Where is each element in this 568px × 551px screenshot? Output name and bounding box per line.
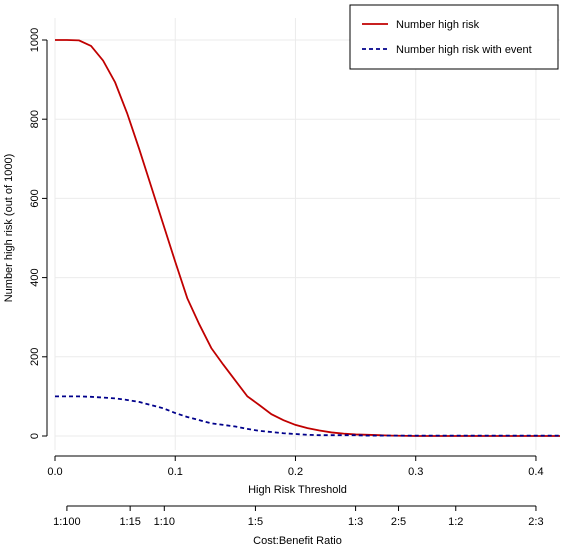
legend-entry-number-high-risk-with-event: Number high risk with event [396, 44, 532, 56]
y-axis-label: Number high risk (out of 1000) [3, 154, 15, 303]
x-tick-label-4: 0.4 [528, 466, 543, 478]
grid-lines [54, 18, 560, 450]
series-line-0 [55, 39, 560, 437]
x-tick-label-1: 0.1 [168, 466, 183, 478]
x-tick-label-3: 0.3 [408, 466, 423, 478]
cost-benefit-tick-label-4: 1:3 [348, 516, 363, 528]
cost-benefit-tick-label-1: 1:15 [119, 516, 140, 528]
series-layer [55, 39, 560, 437]
cost-benefit-tick-label-6: 1:2 [448, 516, 463, 528]
cost-benefit-axis-label: Cost:Benefit Ratio [253, 535, 342, 547]
cost-benefit-tick-label-2: 1:10 [154, 516, 175, 528]
cost-benefit-tick-label-3: 1:5 [248, 516, 263, 528]
y-tick-label-3: 600 [29, 189, 41, 207]
x-axis-label: High Risk Threshold [248, 484, 347, 496]
legend-box [349, 4, 559, 70]
x-tick-label-2: 0.2 [288, 466, 303, 478]
y-tick-label-0: 0 [29, 433, 41, 439]
y-axis: 0 200 400 600 800 1000 [29, 28, 48, 439]
legend: Number high risk Number high risk with e… [349, 4, 559, 70]
x-axis: 0.0 0.1 0.2 0.3 0.4 [47, 455, 544, 478]
y-tick-label-2: 400 [29, 268, 41, 286]
cost-benefit-tick-label-0: 1:100 [53, 516, 81, 528]
y-tick-label-4: 800 [29, 110, 41, 128]
legend-entry-number-high-risk: Number high risk [396, 19, 480, 31]
y-tick-label-1: 200 [29, 348, 41, 366]
cost-benefit-axis: 1:100 1:15 1:10 1:5 1:3 2:5 1:2 2:3 [53, 505, 544, 528]
y-tick-label-5: 1000 [29, 28, 41, 52]
cost-benefit-tick-label-5: 2:5 [391, 516, 406, 528]
series-line-1 [55, 395, 560, 437]
cost-benefit-tick-label-7: 2:3 [528, 516, 543, 528]
x-tick-label-0: 0.0 [47, 466, 62, 478]
